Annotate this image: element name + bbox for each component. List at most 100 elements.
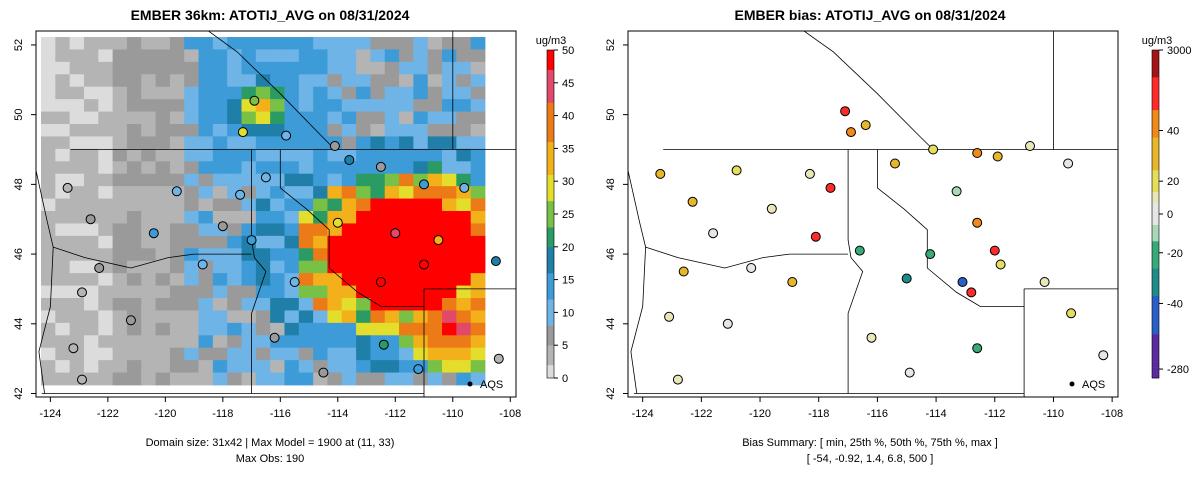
right-aqs-legend: AQS	[1069, 379, 1105, 391]
grid-cell	[255, 285, 271, 299]
grid-cell	[212, 99, 228, 112]
grid-cell	[184, 298, 199, 311]
colorbar-swatch	[1152, 328, 1159, 335]
grid-cell	[356, 37, 371, 50]
bias-station-marker	[672, 374, 683, 385]
grid-cell	[298, 322, 314, 336]
left-plot-border	[35, 30, 517, 398]
grid-cell	[356, 74, 371, 88]
grid-cell	[126, 273, 142, 286]
grid-cell	[255, 372, 271, 386]
colorbar-swatch	[1152, 367, 1159, 373]
grid-cell	[98, 211, 114, 224]
grid-cell	[399, 372, 414, 386]
colorbar-swatch	[1152, 312, 1159, 319]
colorbar-swatch	[547, 312, 554, 320]
grid-cell	[141, 248, 156, 262]
grid-cell	[69, 37, 85, 50]
grid-cell	[126, 285, 142, 299]
grid-cell	[227, 99, 242, 112]
grid-cell	[141, 235, 156, 249]
colorbar-swatch	[547, 89, 554, 97]
colorbar-swatch	[1152, 148, 1159, 155]
grid-cell	[41, 186, 56, 199]
colorbar-swatch	[547, 351, 554, 359]
colorbar-swatch	[547, 345, 554, 353]
grid-cell	[212, 322, 228, 336]
grid-cell	[69, 186, 85, 199]
colorbar-swatch	[1152, 170, 1159, 177]
grid-cell	[126, 186, 142, 199]
grid-cell	[341, 186, 357, 199]
grid-cell	[255, 360, 271, 373]
grid-cell	[470, 61, 486, 75]
grid-cell	[155, 298, 171, 311]
grid-cell	[384, 148, 400, 162]
grid-cell	[284, 322, 300, 336]
grid-cell	[313, 61, 328, 75]
grid-cell	[241, 198, 257, 212]
grid-cell	[212, 298, 228, 311]
grid-cell	[255, 136, 271, 150]
grid-cell	[442, 260, 457, 274]
grid-cell	[184, 173, 199, 187]
grid-cell	[442, 136, 457, 150]
grid-cell	[169, 124, 185, 137]
grid-cell	[141, 86, 156, 100]
grid-cell	[413, 211, 429, 224]
grid-cell	[241, 161, 257, 175]
grid-cell	[198, 161, 214, 175]
colorbar-swatch	[1152, 164, 1159, 171]
x-tick-label: -124	[632, 408, 654, 420]
grid-cell	[112, 248, 128, 262]
grid-cell	[98, 347, 114, 361]
grid-cell	[399, 347, 414, 361]
colorbar-swatch	[547, 207, 554, 215]
colorbar-swatch	[547, 168, 554, 175]
grid-cell	[442, 148, 457, 162]
grid-cell	[298, 86, 314, 100]
colorbar-swatch	[1152, 345, 1159, 351]
grid-cell	[327, 310, 343, 324]
grid-cell	[241, 260, 257, 274]
grid-cell	[126, 49, 142, 63]
grid-cell	[427, 347, 443, 361]
grid-cell	[284, 260, 300, 274]
grid-cell	[112, 148, 128, 162]
grid-cell	[241, 298, 257, 311]
grid-cell	[169, 248, 185, 262]
grid-cell	[227, 372, 242, 386]
grid-cell	[456, 360, 472, 373]
y-tick-label: 52	[605, 39, 617, 51]
grid-cell	[399, 298, 414, 311]
grid-cell	[98, 74, 114, 88]
grid-cell	[83, 322, 99, 336]
grid-cell	[413, 136, 429, 150]
obs-station-marker	[77, 287, 87, 298]
grid-cell	[155, 273, 171, 286]
grid-cell	[126, 223, 142, 237]
grid-cell	[255, 74, 271, 88]
colorbar-swatch	[547, 273, 554, 280]
left-y-axis: 42 44 46 48 50 52	[13, 39, 36, 400]
grid-cell	[356, 211, 371, 224]
grid-cell	[298, 372, 314, 386]
grid-cell	[384, 372, 400, 386]
grid-cell	[112, 360, 128, 373]
x-tick-label: -110	[442, 408, 463, 420]
grid-cell	[270, 37, 285, 50]
x-tick-label: -116	[867, 408, 888, 420]
colorbar-tick-label: 35	[562, 143, 574, 155]
colorbar-swatch	[547, 200, 554, 208]
grid-cell	[169, 37, 185, 50]
grid-cell	[227, 37, 242, 50]
x-tick-label: -116	[270, 408, 291, 420]
obs-station-marker	[197, 259, 208, 270]
grid-cell	[356, 285, 371, 299]
grid-cell	[227, 148, 242, 162]
grid-cell	[384, 61, 400, 75]
bias-station-marker	[664, 311, 675, 322]
grid-cell	[55, 372, 71, 386]
state-border	[627, 170, 647, 394]
colorbar-swatch	[1152, 257, 1159, 264]
